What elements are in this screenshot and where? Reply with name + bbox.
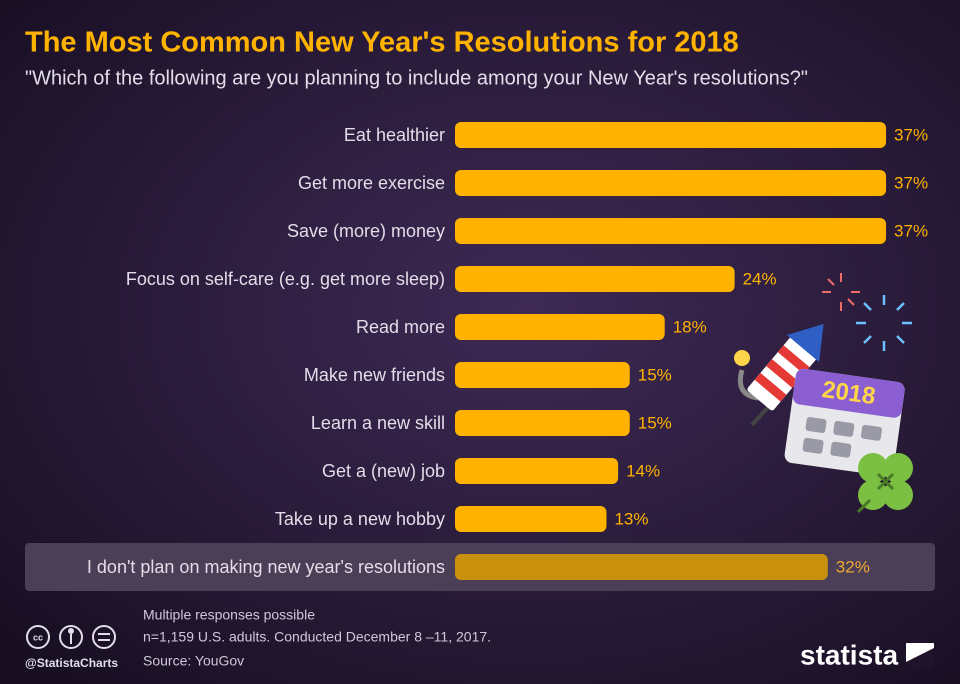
bar: [455, 458, 619, 484]
chart-title: The Most Common New Year's Resolutions f…: [25, 27, 739, 59]
bar: [455, 122, 887, 148]
bar: [455, 314, 665, 340]
value-label: 37%: [894, 173, 928, 192]
value-label: 14%: [626, 461, 660, 480]
value-label: 13%: [614, 509, 648, 528]
svg-text:cc: cc: [33, 632, 43, 642]
bar: [455, 506, 607, 532]
illustration: 2018: [734, 273, 913, 514]
value-label: 37%: [894, 125, 928, 144]
brand: statista: [800, 639, 898, 670]
value-label: 24%: [743, 269, 777, 288]
category-label: Save (more) money: [287, 221, 445, 241]
value-label: 32%: [836, 557, 870, 576]
credit: @StatistaCharts: [25, 656, 118, 670]
bar: [455, 218, 887, 244]
category-label: Get a (new) job: [322, 461, 445, 481]
bar: [455, 410, 630, 436]
brand-logo: [906, 643, 934, 669]
value-label: 37%: [894, 221, 928, 240]
bar: [455, 170, 887, 196]
category-label: I don't plan on making new year's resolu…: [87, 557, 445, 577]
value-label: 15%: [638, 365, 672, 384]
category-label: Read more: [356, 317, 445, 337]
note: Multiple responses possible: [143, 607, 315, 623]
bar: [455, 266, 735, 292]
license-icons: cc: [26, 625, 116, 649]
bar: [455, 362, 630, 388]
category-label: Learn a new skill: [311, 413, 445, 433]
source: Source: YouGov: [143, 653, 244, 669]
value-label: 18%: [673, 317, 707, 336]
bar: [455, 554, 828, 580]
category-label: Take up a new hobby: [275, 509, 445, 529]
category-label: Eat healthier: [344, 125, 445, 145]
chart-subtitle: "Which of the following are you planning…: [25, 67, 808, 89]
value-label: 15%: [638, 413, 672, 432]
category-label: Get more exercise: [298, 173, 445, 193]
note: n=1,159 U.S. adults. Conducted December …: [143, 629, 491, 645]
category-label: Make new friends: [304, 365, 445, 385]
category-label: Focus on self-care (e.g. get more sleep): [126, 269, 445, 289]
